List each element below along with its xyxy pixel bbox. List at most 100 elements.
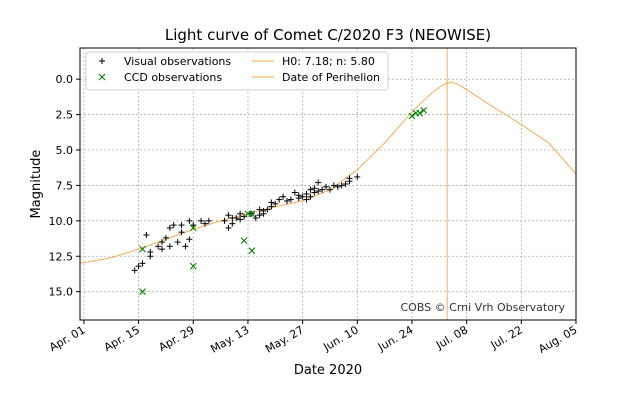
legend-label: CCD observations xyxy=(124,71,222,84)
legend: Visual observations CCD observations H0: 7… xyxy=(85,51,389,91)
y-axis-label: Magnitude xyxy=(29,150,44,219)
y-tick-label: 7.5 xyxy=(56,179,74,192)
visual-observation-point xyxy=(135,263,142,270)
visual-observation-point xyxy=(182,243,189,250)
visual-observation-point xyxy=(147,249,154,255)
visual-observation-point xyxy=(155,243,162,250)
visual-observation-point xyxy=(346,175,353,182)
visual-observation-point xyxy=(229,220,236,227)
ccd-observation-point xyxy=(139,245,146,253)
visual-observation-point xyxy=(323,183,330,190)
ccd-observation-point xyxy=(189,262,197,270)
x-tick-label: Apr. 15 xyxy=(102,323,142,354)
visual-observation-point xyxy=(280,193,287,200)
visual-observation-point xyxy=(178,222,185,229)
visual-observation-point xyxy=(338,182,345,189)
visual-observation-point xyxy=(186,217,193,224)
observation-markers xyxy=(131,106,428,296)
visual-observation-point xyxy=(159,246,166,253)
visual-observation-point xyxy=(272,200,279,207)
visual-observation-point xyxy=(237,210,244,217)
y-tick-label: 12.5 xyxy=(49,250,74,263)
visual-observation-point xyxy=(303,190,310,197)
y-tick-label: 2.5 xyxy=(56,109,74,122)
ccd-observation-point xyxy=(189,224,197,232)
ccd-observation-point xyxy=(408,112,416,120)
visual-observation-point xyxy=(307,193,314,200)
x-tick-label: Jun. 24 xyxy=(375,323,415,354)
chart-title: Light curve of Comet C/2020 F3 (NEOWISE) xyxy=(165,26,491,44)
visual-observation-point xyxy=(131,267,138,274)
visual-observation-point xyxy=(342,181,349,187)
visual-observation-point xyxy=(237,216,244,223)
visual-observation-point xyxy=(159,239,166,246)
plot-frame xyxy=(79,47,577,321)
visual-observation-point xyxy=(256,212,263,219)
copyright-annotation: COBS © Crni Vrh Observatory xyxy=(400,301,565,314)
visual-observation-point xyxy=(143,232,150,238)
visual-observation-point xyxy=(291,189,298,196)
model-curves xyxy=(80,48,576,320)
x-tick-label: Jul. 22 xyxy=(488,323,525,352)
y-tick-label: 10.0 xyxy=(49,215,74,228)
legend-box xyxy=(85,51,389,91)
visual-observation-point xyxy=(205,217,212,224)
y-tick-label: 15.0 xyxy=(49,286,74,299)
visual-observation-point xyxy=(319,186,326,193)
visual-observation-point xyxy=(225,224,232,231)
x-tick-label: Jul. 08 xyxy=(433,323,470,352)
visual-observation-point xyxy=(268,199,275,206)
visual-observation-point xyxy=(256,206,263,213)
ccd-observation-point xyxy=(420,106,428,114)
x-tick-label: Apr. 01 xyxy=(47,323,87,354)
visual-observation-point xyxy=(354,173,361,180)
visual-observation-point xyxy=(334,183,341,190)
visual-observation-point xyxy=(166,224,173,231)
visual-observation-point xyxy=(225,212,232,219)
visual-observation-point xyxy=(241,213,248,220)
visual-observation-point xyxy=(315,188,322,195)
legend-label: H0: 7.18; n: 5.80 xyxy=(282,55,375,68)
ccd-observation-point xyxy=(416,109,424,117)
visual-observation-point xyxy=(307,186,314,193)
visual-observation-point xyxy=(326,186,333,193)
ccd-observation-point xyxy=(248,247,256,254)
visual-observation-point xyxy=(233,215,240,221)
visual-observation-point xyxy=(260,207,267,214)
visual-observation-point xyxy=(174,239,181,246)
visual-observation-point xyxy=(198,217,205,224)
visual-observation-point xyxy=(311,185,318,192)
visual-observation-point xyxy=(299,193,306,200)
visual-observation-point xyxy=(303,196,310,203)
visual-observation-point xyxy=(276,196,283,203)
visual-observation-point xyxy=(330,182,337,189)
visual-observation-point xyxy=(162,234,169,241)
visual-observation-point xyxy=(283,198,290,204)
model-curve-line xyxy=(80,81,576,264)
x-tick-label: Jun. 10 xyxy=(320,323,360,354)
x-tick-label: Aug. 05 xyxy=(536,323,579,356)
legend-label: Visual observations xyxy=(124,55,231,68)
legend-label: Date of Perihelion xyxy=(282,71,380,84)
visual-observation-point xyxy=(190,222,197,229)
x-axis-label: Date 2020 xyxy=(294,363,362,378)
ccd-observation-point xyxy=(240,237,248,245)
visual-observation-point xyxy=(186,236,193,243)
visual-observation-point xyxy=(166,243,173,250)
visual-observation-point xyxy=(295,192,302,199)
visual-observation-point xyxy=(287,196,294,203)
visual-observation-point xyxy=(264,206,271,213)
visual-observation-point xyxy=(201,220,208,227)
y-tick-label: 0.0 xyxy=(56,73,74,86)
x-tick-label: May. 13 xyxy=(208,323,251,355)
visual-observation-point xyxy=(221,217,228,224)
x-tick-label: May. 27 xyxy=(263,323,306,355)
legend-x-marker xyxy=(98,73,106,81)
grid-lines xyxy=(80,48,577,320)
ccd-observation-point xyxy=(139,288,146,296)
visual-observation-point xyxy=(178,229,185,236)
visual-observation-point xyxy=(139,260,146,267)
visual-observation-point xyxy=(170,222,177,229)
ccd-observation-point xyxy=(248,210,256,218)
